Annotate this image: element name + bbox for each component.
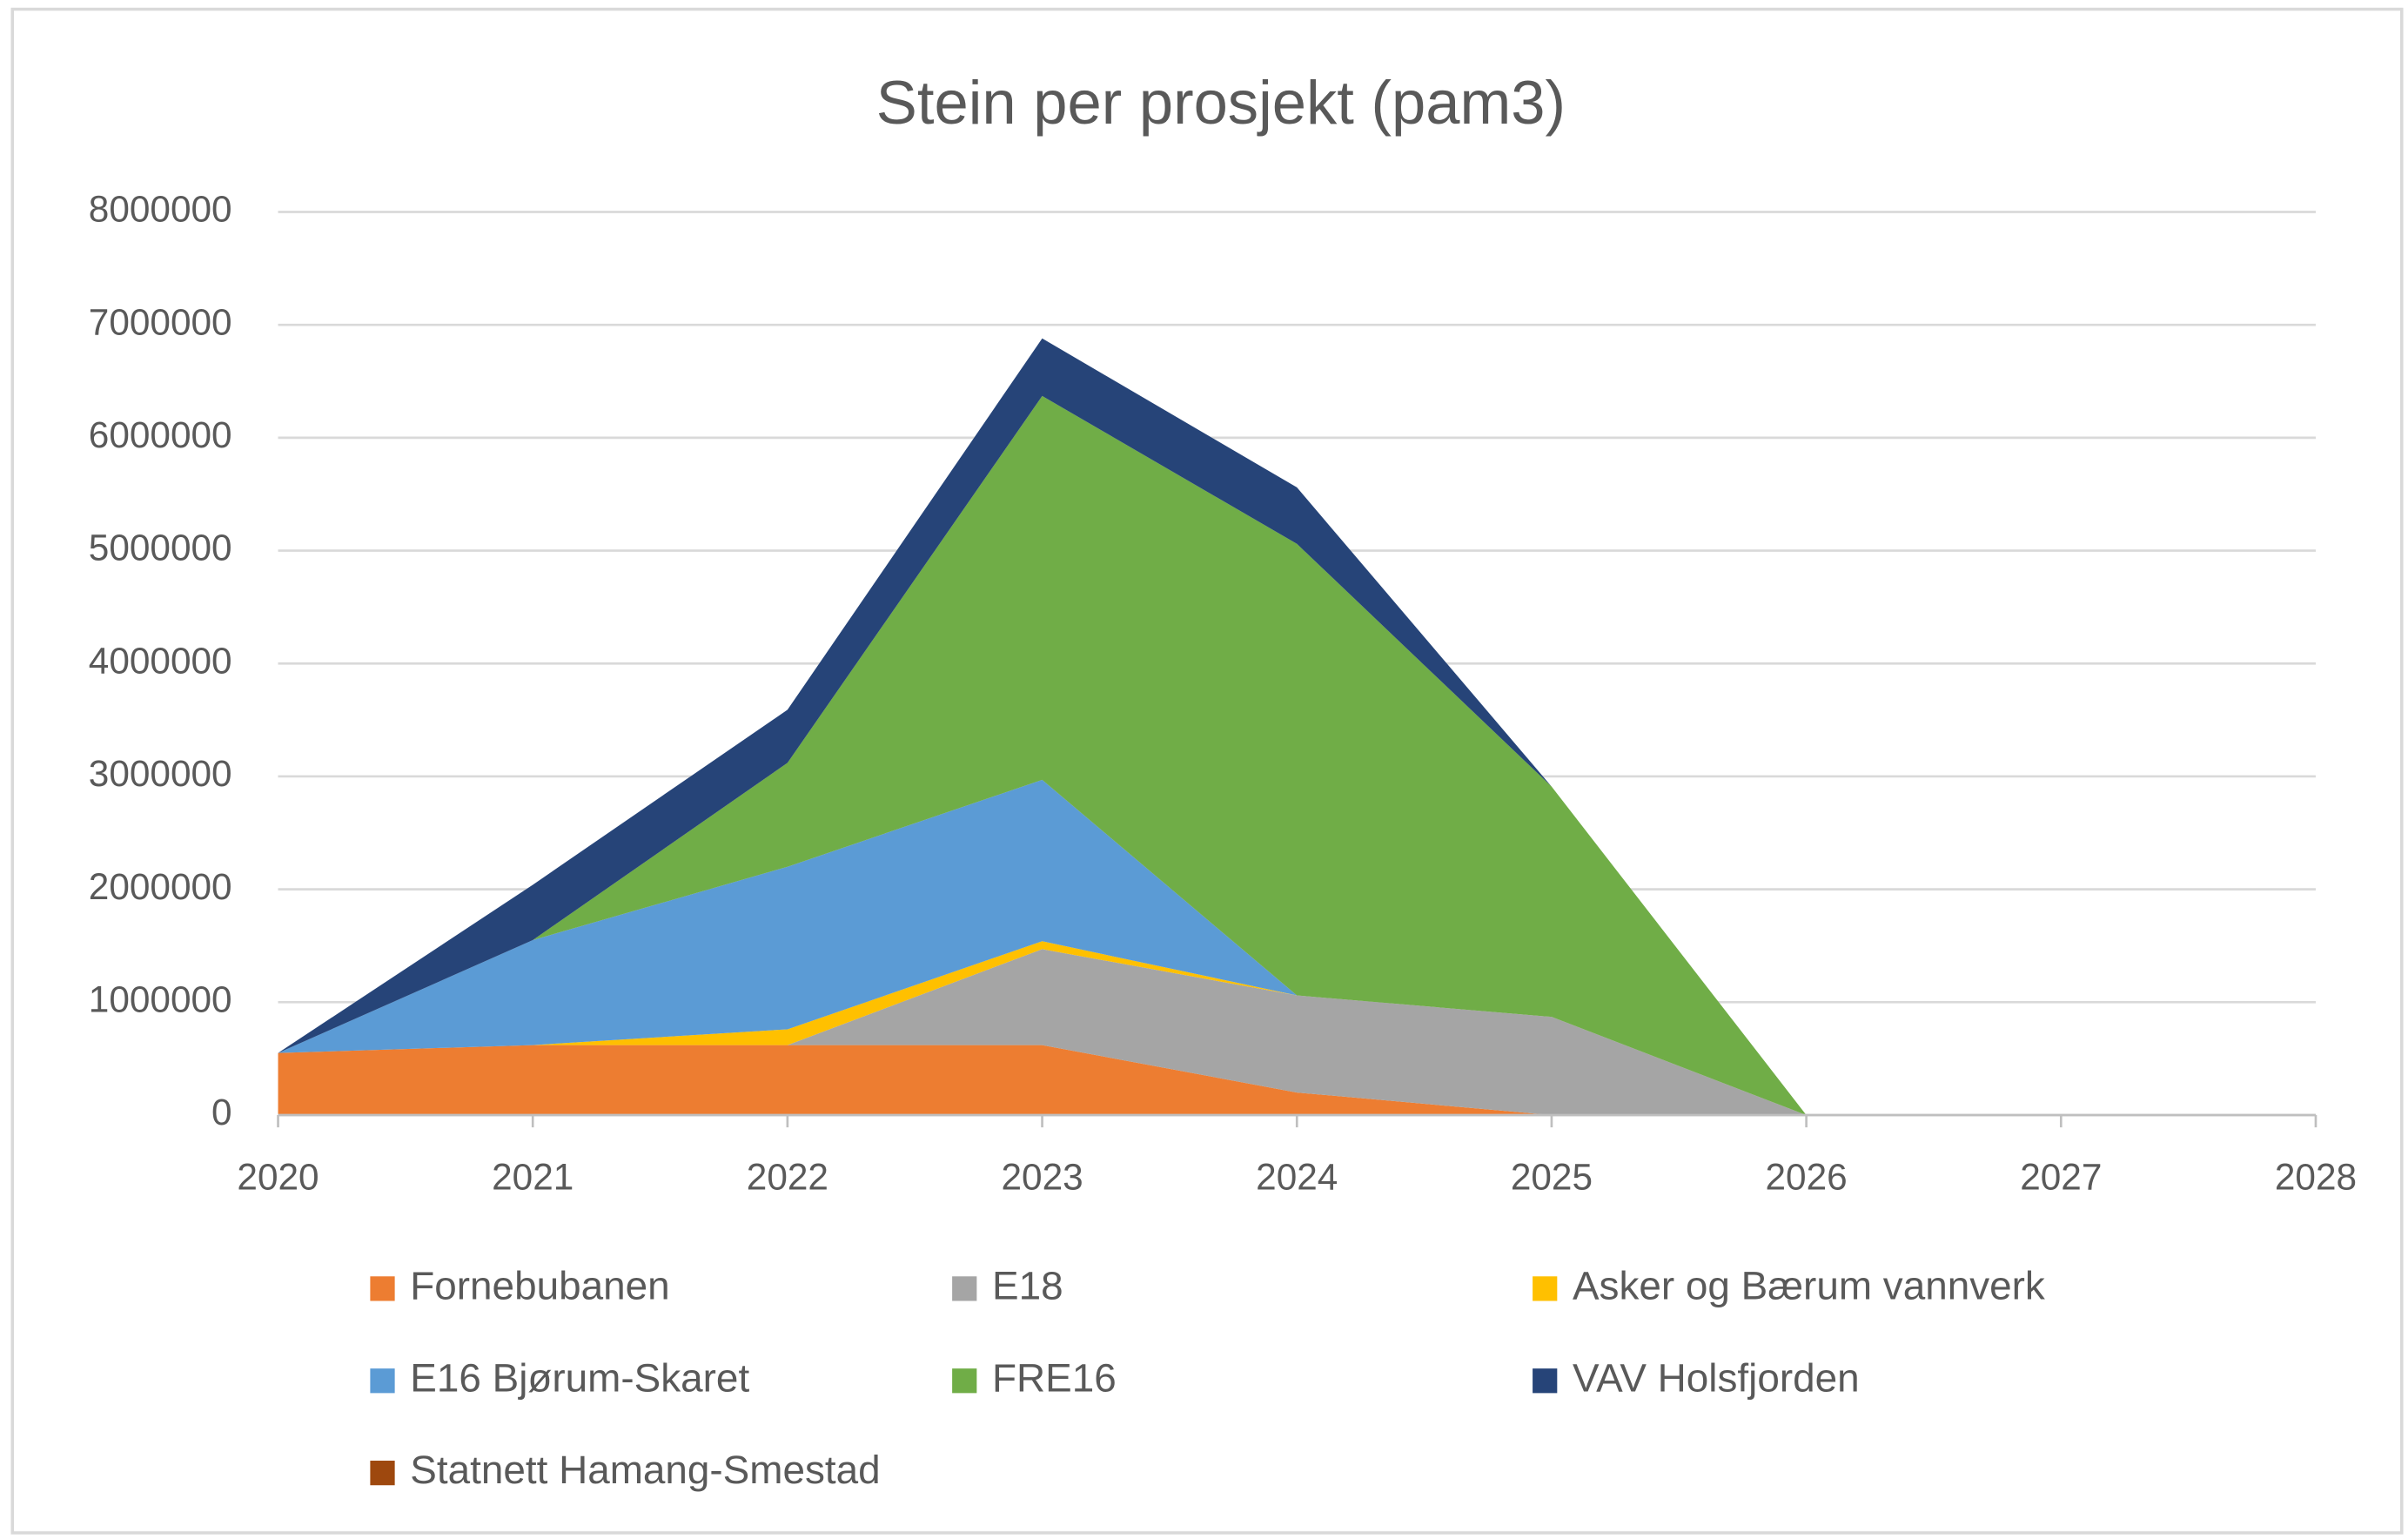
x-tick-label: 2021 xyxy=(492,1156,573,1197)
legend-swatch xyxy=(370,1461,395,1486)
legend-label: Fornebubanen xyxy=(410,1263,669,1308)
x-tick-label: 2023 xyxy=(1001,1156,1083,1197)
area xyxy=(278,949,1807,1116)
y-tick-label: 2000000 xyxy=(89,866,232,907)
area xyxy=(278,395,1807,1116)
y-tick-label: 6000000 xyxy=(89,414,232,455)
x-tick-label: 2024 xyxy=(1256,1156,1338,1197)
legend-label: E16 Bjørum-Skaret xyxy=(410,1354,749,1400)
legend-label: Asker og Bærum vannverk xyxy=(1573,1263,2045,1308)
legend-swatch xyxy=(1533,1276,1558,1301)
legend-label: E18 xyxy=(992,1263,1063,1308)
area xyxy=(278,338,1807,1116)
x-tick-label: 2022 xyxy=(747,1156,828,1197)
legend-label: FRE16 xyxy=(992,1354,1117,1400)
legend-swatch xyxy=(370,1276,395,1301)
x-tick-label: 2027 xyxy=(2020,1156,2102,1197)
y-tick-label: 3000000 xyxy=(89,753,232,794)
y-tick-label: 5000000 xyxy=(89,528,232,568)
legend-swatch xyxy=(952,1368,977,1394)
y-tick-label: 8000000 xyxy=(89,189,232,230)
x-tick-label: 2020 xyxy=(237,1156,319,1197)
area xyxy=(278,779,1807,1116)
x-tick-label: 2028 xyxy=(2275,1156,2357,1197)
legend-label: Statnett Hamang-Smestad xyxy=(410,1447,880,1492)
x-tick-label: 2025 xyxy=(1511,1156,1593,1197)
y-tick-label: 7000000 xyxy=(89,301,232,342)
legend-swatch xyxy=(370,1368,395,1394)
legend-swatch xyxy=(1533,1368,1558,1394)
x-tick-label: 2026 xyxy=(1766,1156,1848,1197)
y-tick-label: 0 xyxy=(211,1092,232,1132)
legend-swatch xyxy=(952,1276,977,1301)
area xyxy=(278,1045,1807,1116)
y-tick-label: 1000000 xyxy=(89,979,232,1020)
legend-label: VAV Holsfjorden xyxy=(1573,1354,1860,1400)
chart-title: Stein per prosjekt (pam3) xyxy=(876,68,1566,137)
y-tick-label: 4000000 xyxy=(89,640,232,681)
